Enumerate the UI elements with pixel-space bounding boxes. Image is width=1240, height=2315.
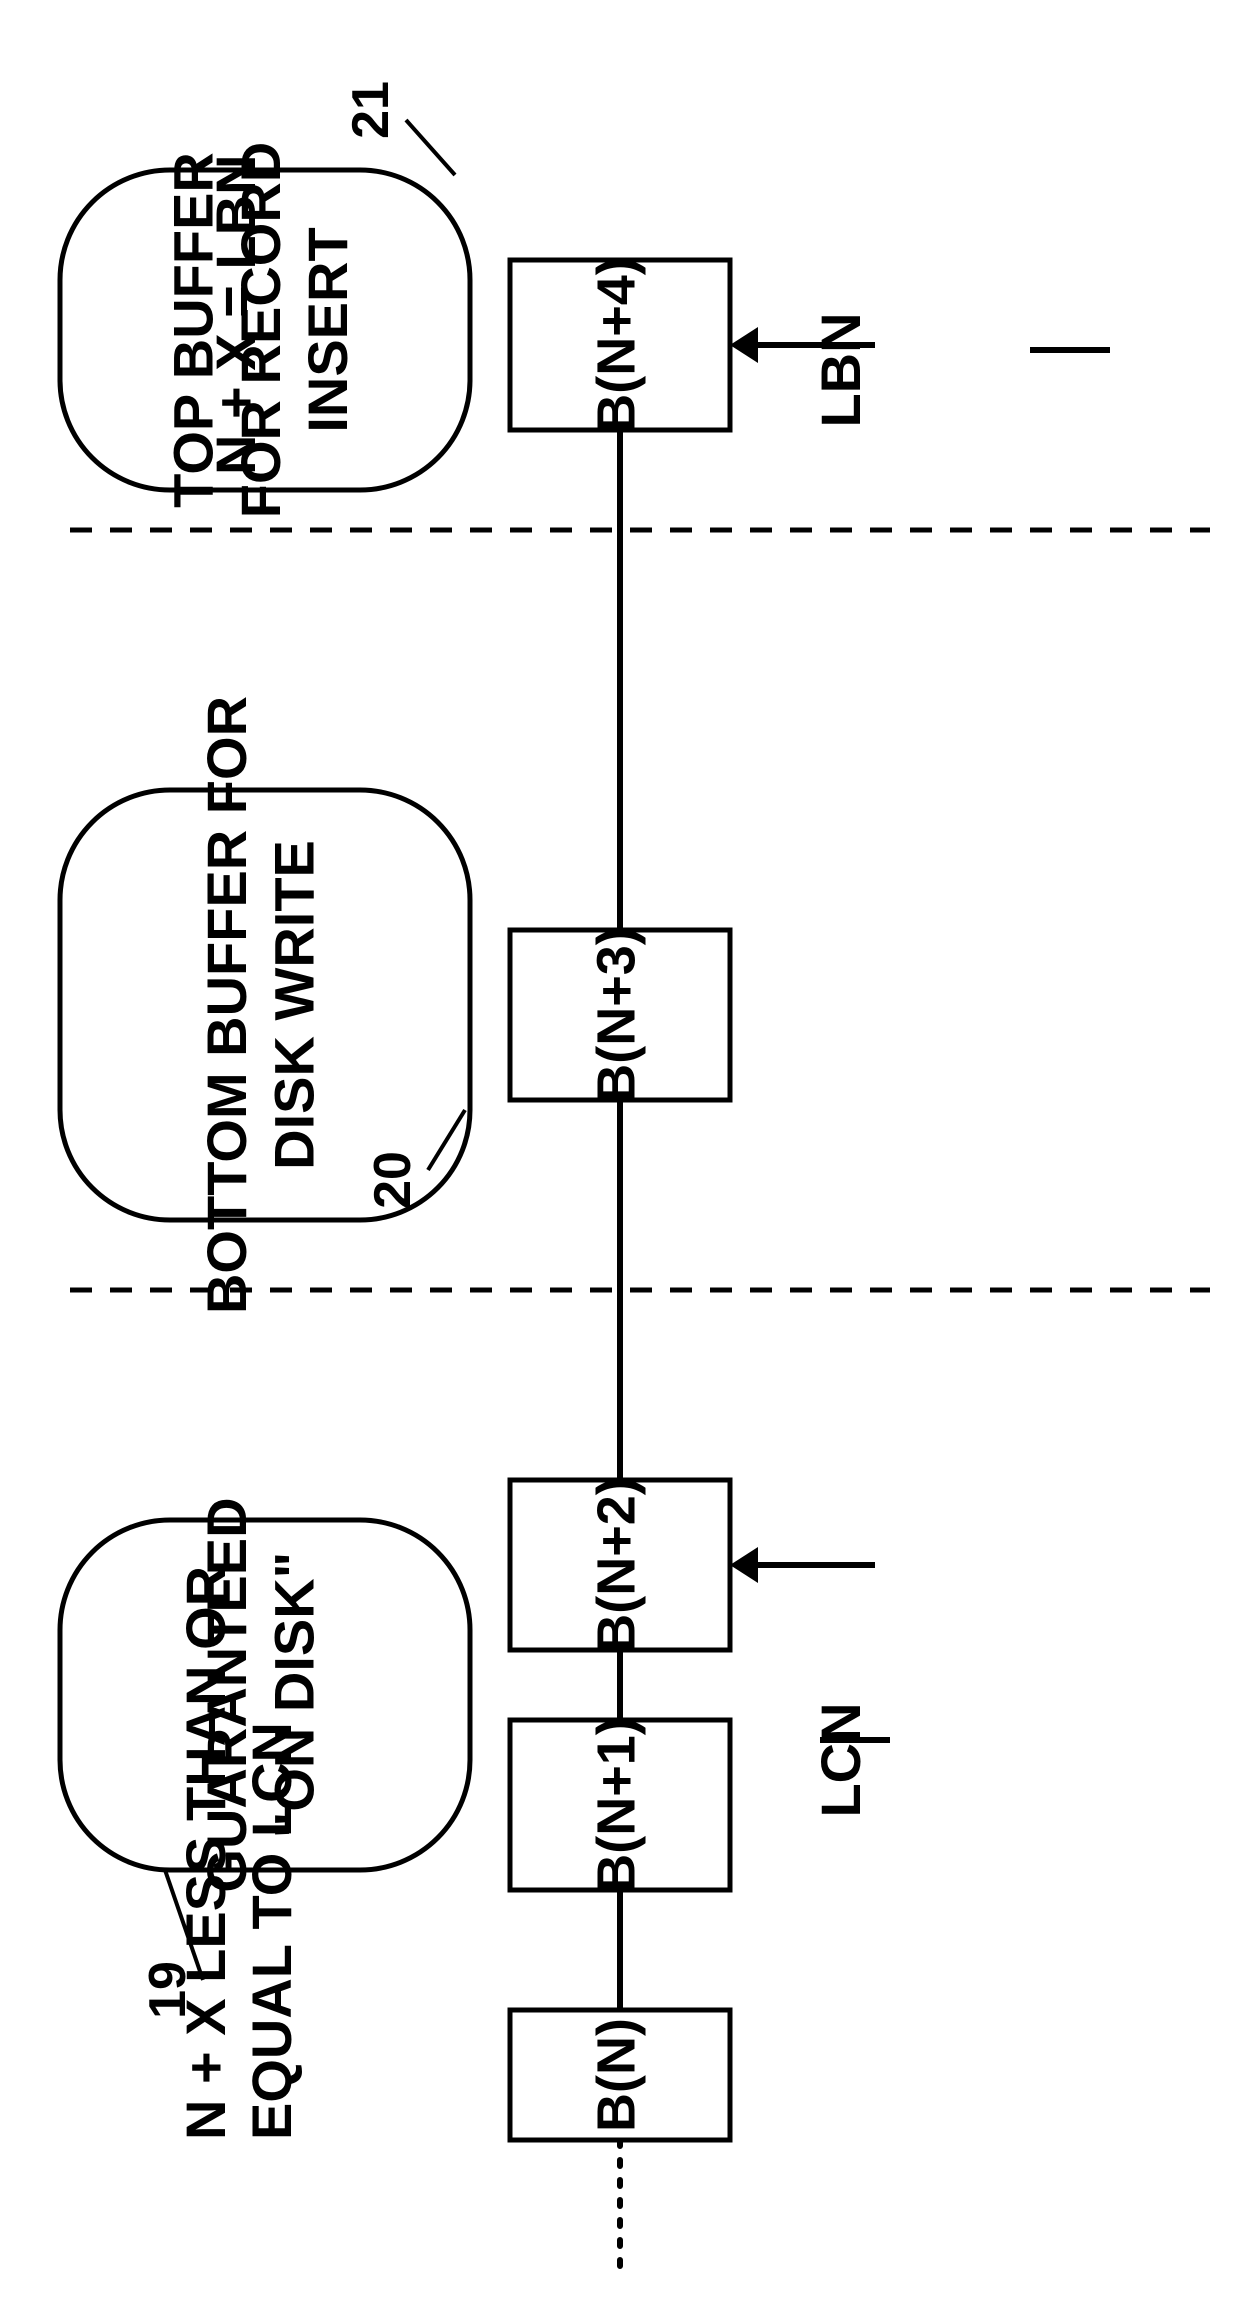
buffer-label: B(N+4) <box>586 257 646 433</box>
equation: N + X = LBN <box>204 154 267 475</box>
buffer-block: B(N+1) <box>510 1717 730 1893</box>
buffer-block: B(N+2) <box>510 1477 730 1653</box>
svg-text:BOTTOM BUFFER FOR: BOTTOM BUFFER FOR <box>195 696 258 1314</box>
svg-text:EQUAL TO LCN: EQUAL TO LCN <box>240 1722 303 2140</box>
buffer-label: B(N+3) <box>586 927 646 1103</box>
svg-text:N + X = LBN: N + X = LBN <box>204 154 267 475</box>
pointer-text: LCN <box>809 1702 872 1817</box>
svg-text:INSERT: INSERT <box>296 227 359 432</box>
buffer-label: B(N+1) <box>586 1717 646 1893</box>
ref-number: 21 <box>342 81 400 139</box>
buffer-block: B(N+4) <box>510 257 730 433</box>
pointer-label: LBN <box>730 312 1110 427</box>
svg-text:DISK WRITE: DISK WRITE <box>262 840 325 1170</box>
buffer-label: B(N+2) <box>586 1477 646 1653</box>
annotation-pill: BOTTOM BUFFER FORDISK WRITE 20 <box>60 696 470 1314</box>
buffer-label: B(N) <box>586 2018 646 2132</box>
buffer-block: B(N+3) <box>510 927 730 1103</box>
ref-number: 20 <box>364 1151 422 1209</box>
buffer-block: B(N) <box>510 2010 730 2140</box>
svg-text:N + X LESS THAN OR: N + X LESS THAN OR <box>174 1566 237 2140</box>
pointer-text: LBN <box>809 312 872 427</box>
pointer-label: LCN <box>730 1547 890 1818</box>
